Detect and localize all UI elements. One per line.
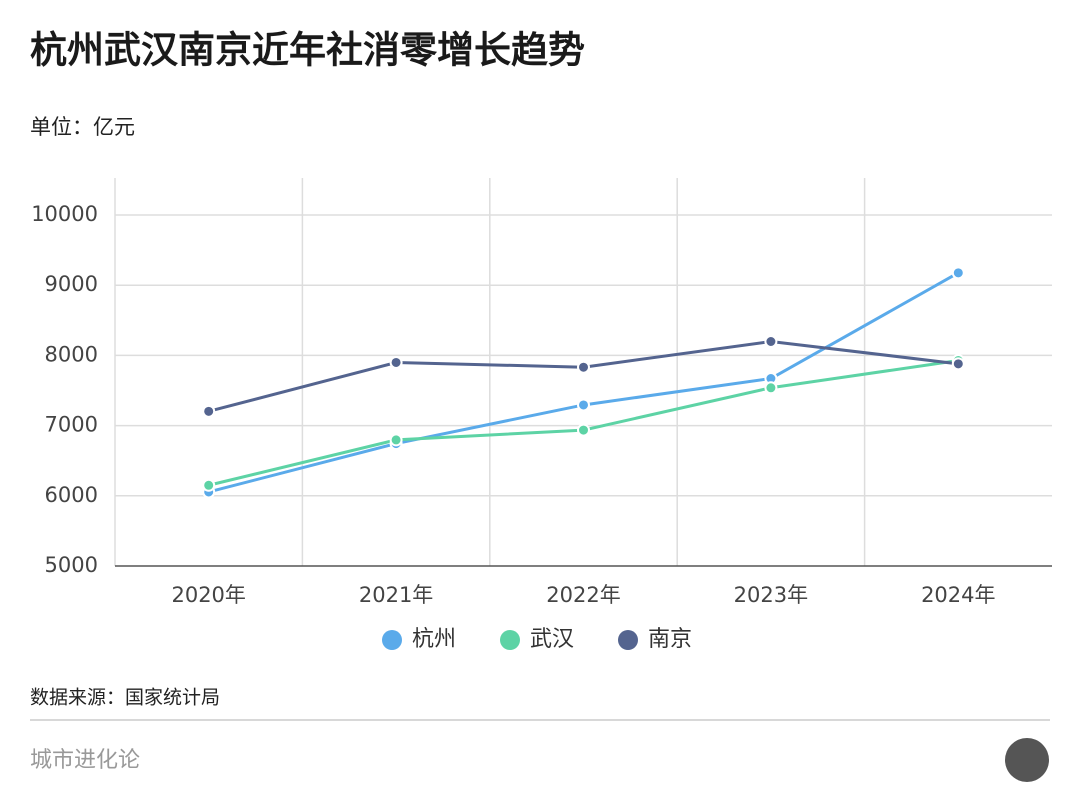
data-point — [764, 381, 778, 395]
legend-label: 杭州 — [412, 627, 456, 652]
data-point — [951, 357, 965, 371]
x-tick-label: 2023年 — [734, 583, 808, 607]
data-point — [202, 478, 216, 492]
data-point — [389, 433, 403, 447]
source-note: 数据来源：国家统计局 — [30, 687, 220, 709]
unit-label: 单位：亿元 — [30, 115, 135, 139]
logo — [1005, 738, 1049, 782]
y-tick-label: 5000 — [45, 553, 98, 577]
legend-marker — [500, 630, 520, 650]
legend-marker — [618, 630, 638, 650]
legend-label: 南京 — [648, 627, 692, 652]
data-point — [577, 360, 590, 374]
data-point — [951, 266, 965, 280]
x-tick-label: 2024年 — [921, 583, 995, 607]
chart-title: 杭州武汉南京近年社消零增长趋势 — [30, 29, 585, 72]
legend-label: 武汉 — [530, 627, 574, 652]
brand: 城市进化论 — [30, 748, 140, 773]
x-tick-label: 2022年 — [546, 583, 620, 607]
x-tick-label: 2021年 — [359, 583, 433, 607]
legend-marker — [382, 630, 402, 650]
data-point — [389, 355, 403, 369]
y-tick-label: 7000 — [45, 413, 98, 437]
data-point — [202, 404, 216, 418]
data-point — [764, 335, 778, 349]
plot-area: 5000 6000 7000 8000 9000 10000 2020年 2021年 2022年… — [31, 178, 1052, 607]
y-tick-label: 8000 — [45, 342, 98, 366]
legend: 杭州 武汉 南京 — [382, 627, 692, 652]
y-tick-label: 10000 — [31, 202, 98, 226]
x-tick-label: 2020年 — [171, 583, 245, 607]
y-tick-label: 9000 — [45, 272, 98, 296]
data-point — [577, 423, 590, 437]
data-point — [577, 398, 590, 412]
y-tick-label: 6000 — [45, 483, 98, 507]
